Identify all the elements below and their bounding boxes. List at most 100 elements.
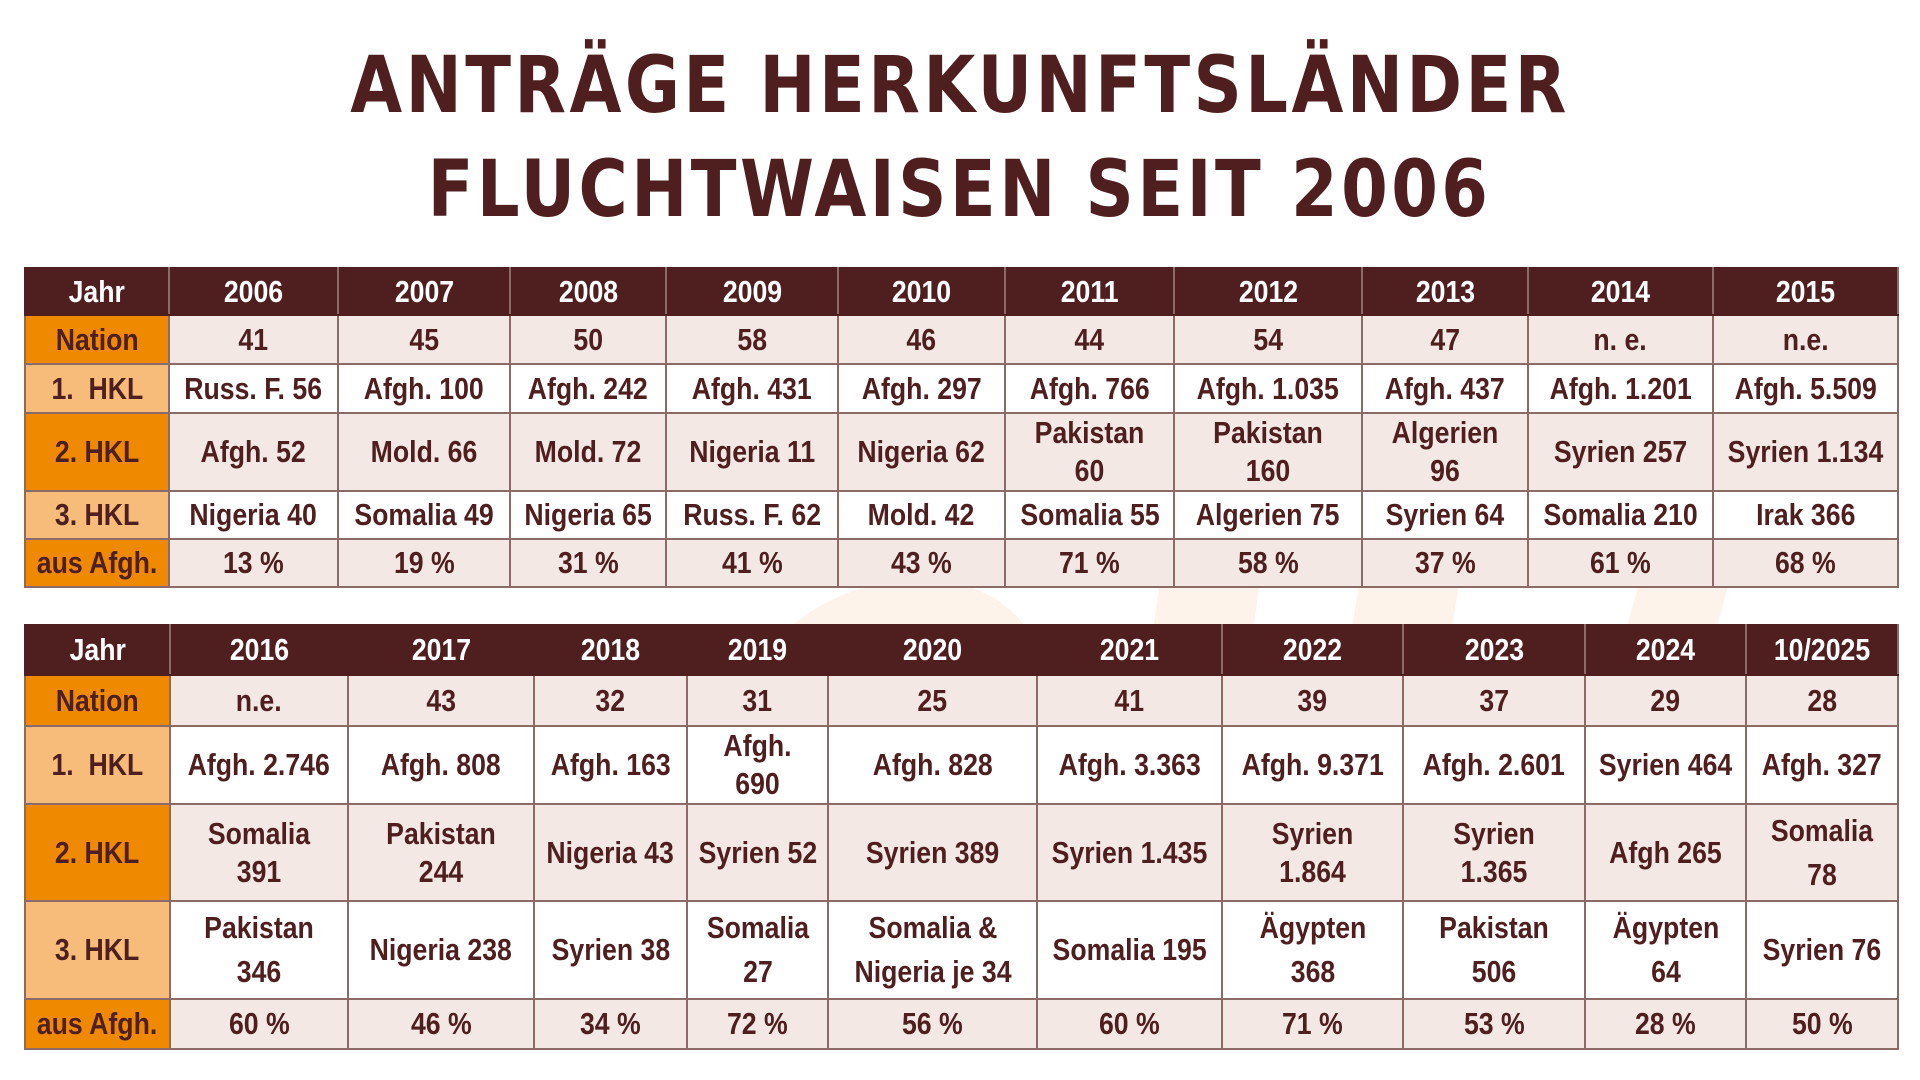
hkl3-row: 3. HKL Nigeria 40 Somalia 49 Nigeria 65 … xyxy=(24,490,1899,540)
afgh-share-cell: 60 % xyxy=(1036,998,1223,1050)
afgh-share-cell: 13 % xyxy=(168,538,339,588)
hkl3-cell: Russ. F. 62 xyxy=(665,490,839,540)
page-title-line2: FLUCHTWAISEN SEIT 2006 xyxy=(428,145,1492,235)
hkl2-cell: Syrien 257 xyxy=(1527,412,1714,492)
nation-cell: 28 xyxy=(1745,674,1899,727)
hkl3-cell: Somalia 27 xyxy=(686,900,829,1000)
nation-cell: 43 xyxy=(347,674,535,727)
hkl1-cell: Afgh. 297 xyxy=(837,363,1006,414)
nation-cell: 39 xyxy=(1221,674,1404,727)
year-header-row: Jahr 2016 2017 2018 2019 2020 2021 2022 … xyxy=(24,624,1899,676)
year-cell: 2017 xyxy=(347,624,535,676)
nation-cell: n.e. xyxy=(1712,314,1899,365)
hkl1-cell: Afgh. 9.371 xyxy=(1221,725,1404,805)
afgh-share-cell: 46 % xyxy=(347,998,535,1050)
nation-cell: 31 xyxy=(686,674,829,727)
hkl1-cell: Afgh. 242 xyxy=(509,363,667,414)
hkl2-cell: Nigeria 62 xyxy=(837,412,1006,492)
year-cell: 2008 xyxy=(509,267,667,316)
afgh-share-cell: 56 % xyxy=(827,998,1038,1050)
year-cell: 2015 xyxy=(1712,267,1899,316)
hkl1-cell: Afgh. 163 xyxy=(533,725,688,805)
nation-cell: 25 xyxy=(827,674,1038,727)
hkl3-cell: Somalia 49 xyxy=(337,490,511,540)
hkl2-cell: Syrien 1.864 xyxy=(1221,803,1404,902)
hkl1-cell: Afgh. 431 xyxy=(665,363,839,414)
year-header-row: Jahr 2006 2007 2008 2009 2010 2011 2012 … xyxy=(24,267,1899,316)
hkl2-cell: Pakistan 244 xyxy=(347,803,535,902)
year-cell: 2014 xyxy=(1527,267,1714,316)
nation-cell: 46 xyxy=(837,314,1006,365)
hkl3-cell: Somalia & Nigeria je 34 xyxy=(827,900,1038,1000)
hkl3-cell: Nigeria 65 xyxy=(509,490,667,540)
hkl1-row: 1. HKL Russ. F. 56 Afgh. 100 Afgh. 242 A… xyxy=(24,363,1899,414)
table-2006-2015: Jahr 2006 2007 2008 2009 2010 2011 2012 … xyxy=(24,267,1899,588)
hkl3-row: 3. HKL Pakistan 346 Nigeria 238 Syrien 3… xyxy=(24,900,1899,1000)
year-cell: 2016 xyxy=(169,624,349,676)
year-cell: 2024 xyxy=(1584,624,1747,676)
year-cell: 2011 xyxy=(1004,267,1175,316)
row-label-hkl2: 2. HKL xyxy=(24,803,171,902)
nation-cell: 54 xyxy=(1173,314,1363,365)
hkl3-cell: Algerien 75 xyxy=(1173,490,1363,540)
year-cell: 2019 xyxy=(686,624,829,676)
nation-cell: 58 xyxy=(665,314,839,365)
year-cell: 2006 xyxy=(168,267,339,316)
afgh-share-cell: 61 % xyxy=(1527,538,1714,588)
hkl2-cell: Pakistan 160 xyxy=(1173,412,1363,492)
nation-cell: 47 xyxy=(1361,314,1529,365)
row-label-afgh: aus Afgh. xyxy=(24,998,171,1050)
afgh-share-cell: 58 % xyxy=(1173,538,1363,588)
row-label-nation: Nation xyxy=(24,314,170,365)
hkl3-cell: Syrien 64 xyxy=(1361,490,1529,540)
page-title-line1: ANTRÄGE HERKUNFTSLÄNDER xyxy=(350,41,1570,131)
hkl1-cell: Afgh. 3.363 xyxy=(1036,725,1223,805)
year-cell: 2010 xyxy=(837,267,1006,316)
hkl1-cell: Afgh. 808 xyxy=(347,725,535,805)
hkl2-cell: Somalia 391 xyxy=(169,803,349,902)
hkl1-cell: Afgh. 5.509 xyxy=(1712,363,1899,414)
hkl2-cell: Afgh. 52 xyxy=(168,412,339,492)
hkl1-row: 1. HKL Afgh. 2.746 Afgh. 808 Afgh. 163 A… xyxy=(24,725,1899,805)
hkl3-cell: Nigeria 40 xyxy=(168,490,339,540)
hkl3-cell: Mold. 42 xyxy=(837,490,1006,540)
afgh-share-cell: 41 % xyxy=(665,538,839,588)
hkl2-cell: Syrien 1.134 xyxy=(1712,412,1899,492)
afgh-share-cell: 71 % xyxy=(1221,998,1404,1050)
row-label-year: Jahr xyxy=(24,267,170,316)
row-label-nation: Nation xyxy=(24,674,171,727)
hkl2-row: 2. HKL Afgh. 52 Mold. 66 Mold. 72 Nigeri… xyxy=(24,412,1899,492)
afgh-share-cell: 19 % xyxy=(337,538,511,588)
nation-cell: n. e. xyxy=(1527,314,1714,365)
hkl3-cell: Pakistan 346 xyxy=(169,900,349,1000)
afgh-share-cell: 34 % xyxy=(533,998,688,1050)
nation-cell: n.e. xyxy=(169,674,349,727)
hkl1-cell: Afgh. 1.035 xyxy=(1173,363,1363,414)
row-label-hkl1: 1. HKL xyxy=(24,363,170,414)
hkl3-cell: Syrien 38 xyxy=(533,900,688,1000)
afgh-share-cell: 28 % xyxy=(1584,998,1747,1050)
year-cell: 2021 xyxy=(1036,624,1223,676)
nation-cell: 37 xyxy=(1402,674,1586,727)
nation-row: Nation 41 45 50 58 46 44 54 47 n. e. n.e… xyxy=(24,314,1899,365)
hkl1-cell: Russ. F. 56 xyxy=(168,363,339,414)
year-cell: 2009 xyxy=(665,267,839,316)
nation-cell: 29 xyxy=(1584,674,1747,727)
afgh-share-cell: 31 % xyxy=(509,538,667,588)
row-label-year: Jahr xyxy=(24,624,171,676)
year-cell: 2018 xyxy=(533,624,688,676)
nation-cell: 41 xyxy=(1036,674,1223,727)
hkl1-cell: Afgh. 766 xyxy=(1004,363,1175,414)
hkl1-cell: Afgh. 2.601 xyxy=(1402,725,1586,805)
row-label-hkl3: 3. HKL xyxy=(24,900,171,1000)
hkl3-cell: Ägypten 368 xyxy=(1221,900,1404,1000)
row-label-hkl1: 1. HKL xyxy=(24,725,171,805)
hkl2-cell: Syrien 52 xyxy=(686,803,829,902)
hkl2-cell: Syrien 1.365 xyxy=(1402,803,1586,902)
hkl2-cell: Syrien 1.435 xyxy=(1036,803,1223,902)
hkl2-cell: Somalia 78 xyxy=(1745,803,1899,902)
afgh-share-row: aus Afgh. 13 % 19 % 31 % 41 % 43 % 71 % … xyxy=(24,538,1899,588)
hkl2-cell: Pakistan 60 xyxy=(1004,412,1175,492)
hkl3-cell: Ägypten 64 xyxy=(1584,900,1747,1000)
year-cell: 2013 xyxy=(1361,267,1529,316)
